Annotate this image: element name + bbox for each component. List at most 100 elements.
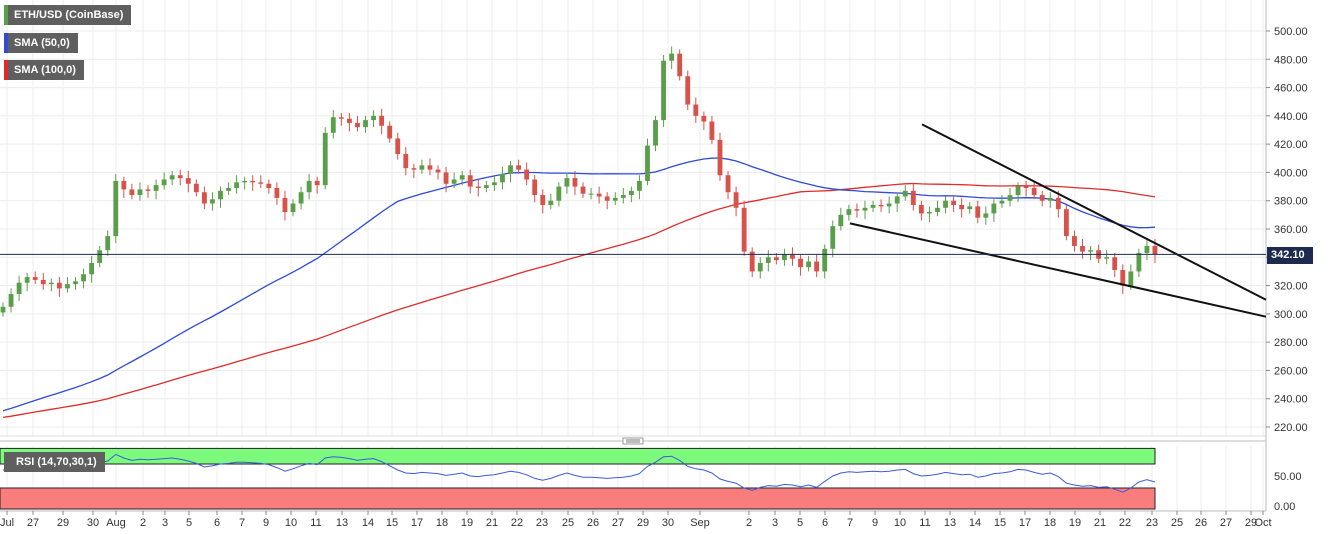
- candle-body: [894, 196, 900, 204]
- candle-body: [274, 187, 280, 198]
- candle-body: [580, 186, 586, 194]
- candle: [451, 172, 457, 188]
- candle: [999, 195, 1005, 208]
- price-tick-label: 280.00: [1274, 337, 1308, 349]
- candle-body: [338, 117, 344, 119]
- date-tick-label: 27: [27, 517, 39, 529]
- candle: [153, 179, 159, 200]
- candle: [645, 138, 650, 186]
- candle-body: [822, 248, 828, 272]
- date-tick-label: Jul: [0, 517, 14, 529]
- candle-body: [733, 192, 739, 208]
- candle-body: [564, 178, 570, 187]
- candle: [556, 182, 562, 207]
- candlesticks: [0, 46, 1158, 317]
- candle-body: [8, 294, 14, 307]
- candle: [467, 169, 473, 194]
- candle: [218, 186, 223, 208]
- candle: [838, 207, 844, 231]
- candle: [234, 175, 240, 194]
- legend-rsi[interactable]: RSI (14,70,30,1): [4, 452, 105, 472]
- candle-body: [1104, 257, 1110, 259]
- legend-sma-50-label: SMA (50,0): [14, 37, 70, 49]
- candle-body: [427, 165, 433, 170]
- price-tick-label: 220.00: [1274, 422, 1308, 434]
- instrument-swatch: [4, 5, 8, 25]
- date-tick-label: 2: [746, 517, 752, 529]
- candle: [258, 175, 264, 188]
- price-tick-label: 500.00: [1274, 26, 1308, 38]
- date-tick-label: 29: [637, 517, 649, 529]
- date-tick-label: 27: [612, 517, 624, 529]
- candle: [403, 146, 409, 176]
- candle-body: [201, 192, 207, 204]
- candle: [1007, 187, 1013, 207]
- date-tick-label: 14: [969, 517, 981, 529]
- candle-body: [838, 214, 844, 227]
- candle-body: [137, 189, 143, 196]
- candle-body: [40, 279, 46, 285]
- candle-body: [749, 251, 755, 272]
- candle-body: [419, 165, 425, 170]
- candle-body: [290, 203, 296, 213]
- candle: [330, 110, 336, 139]
- date-tick-label: 3: [162, 517, 168, 529]
- date-tick-label: Sep: [690, 517, 710, 529]
- legend-sma-100[interactable]: SMA (100,0): [4, 60, 84, 80]
- candle: [1136, 248, 1142, 278]
- date-tick-label: 2: [140, 517, 146, 529]
- candle-body: [395, 138, 401, 155]
- legend-sma-50[interactable]: SMA (50,0): [4, 33, 78, 53]
- candle: [669, 46, 675, 70]
- legend-sma-100-label: SMA (100,0): [14, 64, 76, 76]
- candle: [290, 199, 296, 217]
- candle: [73, 277, 78, 290]
- date-tick-label: 26: [1195, 517, 1207, 529]
- candle-body: [773, 257, 779, 261]
- candle-body: [999, 200, 1005, 204]
- candle: [387, 121, 393, 143]
- candle-body: [97, 250, 103, 263]
- pane-divider[interactable]: [0, 437, 1266, 445]
- date-tick-label: 23: [536, 517, 548, 529]
- candle-body: [105, 236, 111, 251]
- candle-body: [81, 274, 86, 282]
- candle: [1023, 180, 1029, 197]
- candle-body: [161, 179, 167, 186]
- candle: [250, 175, 256, 191]
- candle-body: [814, 261, 820, 272]
- candle: [902, 185, 908, 201]
- date-tick-label: Aug: [106, 517, 126, 529]
- candle: [201, 186, 207, 210]
- candle: [1112, 253, 1118, 278]
- candle-body: [886, 203, 892, 207]
- candle: [363, 115, 368, 133]
- date-tick-label: 23: [1146, 517, 1158, 529]
- candle-body: [1112, 257, 1118, 271]
- candle: [765, 250, 771, 272]
- candle: [935, 200, 940, 217]
- candle: [40, 272, 46, 290]
- candle-body: [910, 190, 916, 205]
- candle-body: [548, 200, 554, 205]
- candle-body: [709, 121, 715, 140]
- candle-body: [943, 200, 948, 208]
- candle: [612, 192, 618, 205]
- rsi-tick-label: 0.00: [1274, 501, 1295, 513]
- date-tick-label: 13: [336, 517, 348, 529]
- candle: [741, 200, 747, 256]
- legend-instrument[interactable]: ETH/USD (CoinBase): [4, 5, 132, 25]
- candle: [0, 302, 6, 317]
- candle: [749, 247, 755, 278]
- candle: [798, 254, 803, 276]
- candle: [910, 183, 916, 211]
- candle: [129, 183, 135, 200]
- candle: [500, 166, 505, 190]
- candle-body: [306, 180, 312, 193]
- candle: [169, 171, 175, 186]
- sma-100-path: [2, 182, 1156, 419]
- candle: [1055, 190, 1061, 218]
- candle: [81, 268, 86, 289]
- candle: [975, 200, 981, 224]
- candle-body: [56, 282, 62, 289]
